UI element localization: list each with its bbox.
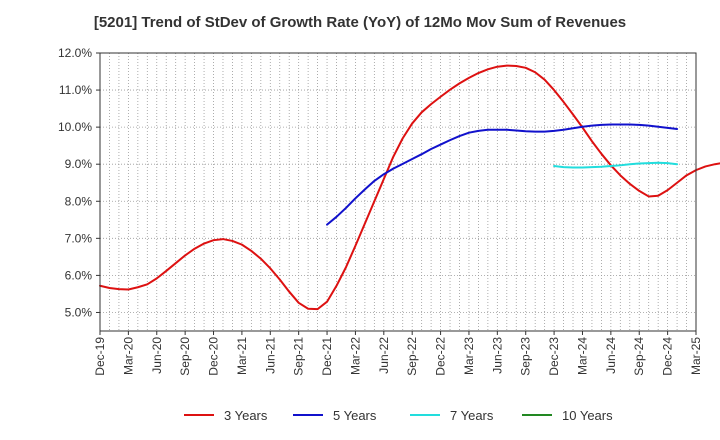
x-gridlines — [109, 53, 687, 331]
y-tick-label: 11.0% — [59, 83, 92, 97]
legend-label-5-years: 5 Years — [333, 408, 377, 423]
legend-label-10-years: 10 Years — [562, 408, 613, 423]
x-tick-label: Jun-23 — [490, 337, 504, 374]
series-line-7-years — [553, 161, 679, 169]
x-tick-label: Dec-21 — [320, 337, 334, 376]
x-tick-label: Mar-23 — [462, 337, 476, 375]
x-tick-label: Mar-22 — [348, 337, 362, 375]
legend-label-7-years: 7 Years — [450, 408, 494, 423]
x-tick-label: Mar-21 — [235, 337, 249, 375]
x-tick-label: Dec-20 — [207, 337, 221, 376]
y-tick-label: 7.0% — [65, 231, 93, 245]
series-line-3-years — [99, 64, 720, 311]
x-tick-label: Sep-22 — [405, 337, 419, 376]
x-tick-label: Jun-21 — [263, 337, 277, 374]
axes — [99, 52, 697, 332]
x-axis-ticks: Dec-19 Mar-20 Jun-20 Sep-20 Dec-20 Mar-21 Jun-… — [93, 331, 703, 376]
x-tick-label: Dec-19 — [93, 337, 107, 376]
y-axis-ticks: 5.0% 6.0% 7.0% 8.0% 9.0% 10.0% 11.0% 12.0% — [58, 46, 100, 319]
y-tick-label: 12.0% — [58, 46, 92, 60]
x-tick-label: Sep-21 — [292, 337, 306, 376]
y-tick-label: 8.0% — [65, 194, 93, 208]
legend: 3 Years 5 Years 7 Years 10 Years — [184, 408, 613, 423]
y-tick-label: 5.0% — [65, 305, 93, 319]
plot-background — [100, 53, 696, 331]
x-tick-label: Mar-20 — [121, 337, 135, 375]
x-tick-label: Mar-24 — [575, 337, 589, 375]
x-tick-label: Dec-24 — [661, 337, 675, 376]
y-tick-label: 10.0% — [58, 120, 92, 134]
plot-frame — [99, 52, 697, 332]
y-tick-label: 9.0% — [65, 157, 93, 171]
x-tick-label: Sep-20 — [178, 337, 192, 376]
legend-label-3-years: 3 Years — [224, 408, 268, 423]
y-tick-label: 6.0% — [65, 268, 93, 282]
x-tick-label: Dec-23 — [547, 337, 561, 376]
plot-area — [100, 53, 696, 331]
x-tick-label: Jun-22 — [377, 337, 391, 374]
series-line-5-years — [326, 123, 679, 226]
x-tick-label: Sep-24 — [632, 337, 646, 376]
series-layer — [99, 64, 720, 311]
x-tick-label: Jun-20 — [150, 337, 164, 374]
x-tick-label: Mar-25 — [689, 337, 703, 375]
x-tick-label: Sep-23 — [519, 337, 533, 376]
x-tick-label: Dec-22 — [434, 337, 448, 376]
chart-title: [5201] Trend of StDev of Growth Rate (Yo… — [93, 14, 627, 31]
x-tick-label: Jun-24 — [604, 337, 618, 374]
